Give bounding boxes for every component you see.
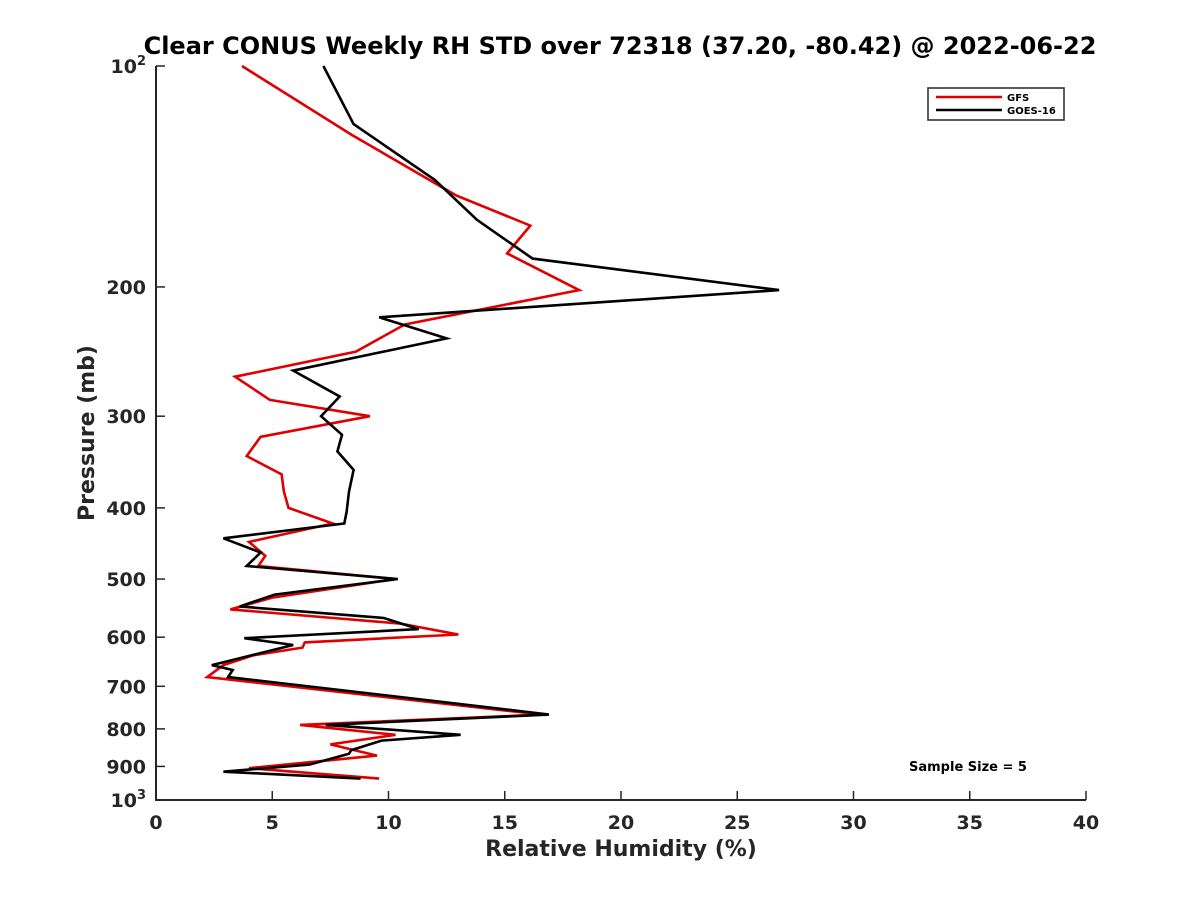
y-tick-label: 500 [106, 569, 146, 591]
y-tick-label: 400 [106, 498, 146, 520]
x-tick-label: 35 [957, 812, 983, 834]
series-lines [203, 64, 780, 780]
y-tick-label: 103 [111, 788, 147, 812]
axes-box-left-bottom [155, 66, 1086, 801]
legend: GFS GOES-16 [927, 87, 1065, 121]
legend-label-gfs: GFS [1007, 93, 1029, 104]
y-tick-label: 700 [106, 676, 146, 698]
y-axis: 102 200 300 400 500 600 700 800 900 103 [106, 54, 165, 812]
x-axis-label: Relative Humidity (%) [485, 837, 757, 862]
x-tick-label: 10 [375, 812, 401, 834]
y-tick-label: 900 [106, 756, 146, 778]
x-tick-label: 40 [1073, 812, 1099, 834]
x-axis: 0 5 10 15 20 25 30 35 40 [149, 791, 1099, 834]
y-axis-label: Pressure (mb) [75, 345, 100, 521]
x-tick-label: 5 [266, 812, 279, 834]
x-tick-label: 30 [840, 812, 866, 834]
legend-label-goes16: GOES-16 [1007, 106, 1056, 117]
x-tick-label: 20 [608, 812, 634, 834]
plot-area [155, 66, 1086, 801]
y-tick-label: 200 [106, 277, 146, 299]
x-tick-label: 15 [492, 812, 518, 834]
y-tick-label: 300 [106, 406, 146, 428]
x-tick-label: 0 [149, 812, 162, 834]
legend-box [927, 87, 1065, 121]
y-tick-label: 600 [106, 627, 146, 649]
x-tick-label: 25 [724, 812, 750, 834]
y-tick-label: 800 [106, 719, 146, 741]
series-line-goes16 [211, 65, 780, 780]
y-tick-label: 102 [111, 54, 147, 78]
sample-size-annotation: Sample Size = 5 [909, 760, 1027, 775]
chart-title: Clear CONUS Weekly RH STD over 72318 (37… [144, 32, 1097, 60]
series-line-gfs [203, 64, 584, 780]
